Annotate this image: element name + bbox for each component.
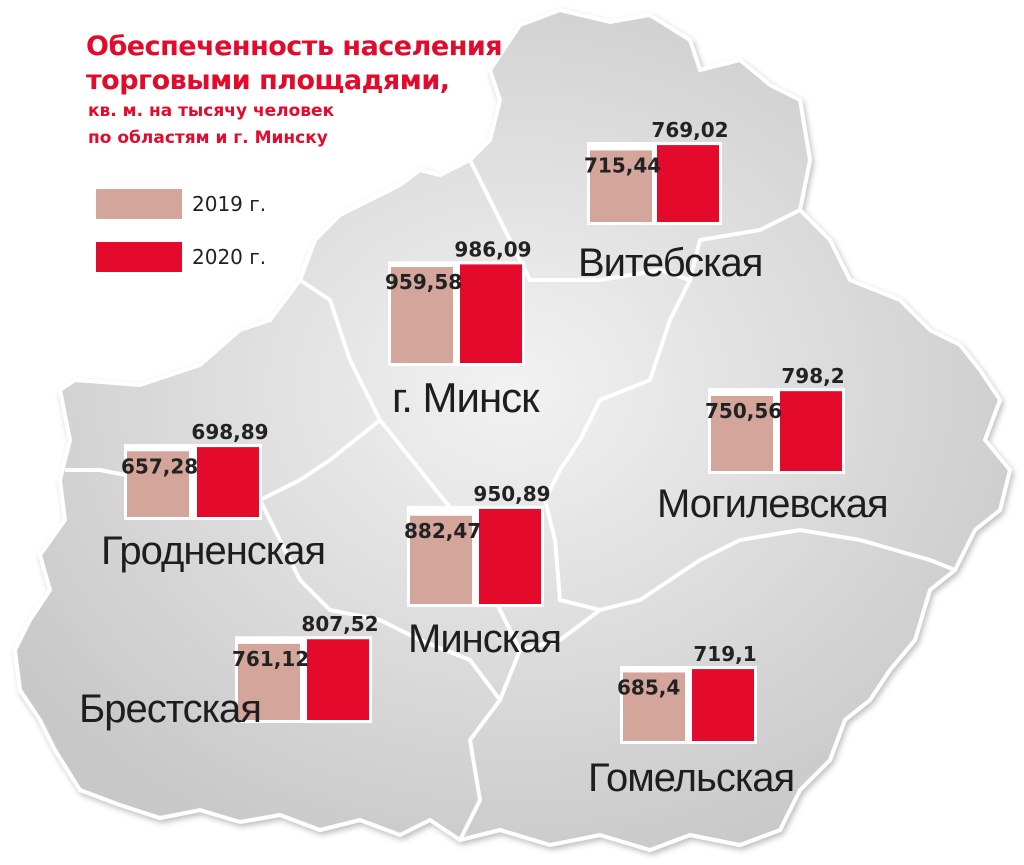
region-label: Витебская (578, 241, 762, 285)
region-label: Гомельская (588, 756, 794, 800)
bar-group: 715,44 769,02 Витебская (578, 118, 763, 285)
title-block: Обеспеченность населения торговыми площа… (86, 30, 503, 152)
value-label-2019: 750,56 (705, 399, 782, 423)
legend-swatch-2020 (96, 242, 182, 272)
value-label-2019: 882,47 (404, 519, 481, 543)
bar-2020 (780, 391, 842, 471)
bar-2019 (623, 672, 685, 741)
value-label-2020: 986,09 (454, 237, 531, 261)
chart-subtitle-line1: кв. м. на тысячу человек (88, 101, 335, 121)
value-label-2019: 959,58 (385, 270, 462, 294)
bar-2019 (238, 643, 300, 720)
chart-subtitle-line2: по областям и г. Минску (88, 128, 328, 148)
region-label: г. Минск (392, 374, 540, 421)
legend-label-2019: 2019 г. (192, 192, 267, 216)
bar-2020 (197, 447, 259, 517)
chart-title-line2: торговыми площадями, (86, 65, 450, 96)
value-label-2019: 761,12 (232, 647, 309, 671)
value-label-2020: 950,89 (473, 482, 550, 506)
value-label-2019: 685,4 (617, 675, 680, 699)
bar-2020 (657, 145, 719, 222)
value-label-2020: 807,52 (301, 612, 378, 636)
bar-2019 (410, 515, 472, 604)
region-label: Могилевская (657, 482, 888, 526)
bar-group: 750,56 798,2 Могилевская (657, 364, 889, 526)
bar-group: 685,4 719,1 Гомельская (588, 642, 795, 800)
bar-2019 (711, 395, 773, 471)
bar-2020 (692, 669, 754, 741)
value-label-2019: 715,44 (584, 153, 661, 177)
bar-group: 959,58 986,09 г. Минск (385, 237, 541, 421)
bar-2020 (460, 264, 522, 363)
value-label-2020: 719,1 (693, 642, 756, 666)
region-label: Минская (408, 617, 561, 661)
bar-2019 (590, 150, 652, 222)
bar-group: 882,47 950,89 Минская (404, 482, 562, 661)
region-label: Гродненская (101, 529, 325, 573)
value-label-2019: 657,28 (121, 454, 198, 478)
value-label-2020: 798,2 (781, 364, 844, 388)
bar-group: 761,12 807,52 Брестская (79, 612, 379, 731)
legend-swatch-2019 (96, 189, 182, 219)
bar-2019 (391, 267, 453, 363)
bar-2019 (127, 451, 189, 517)
bar-2020 (479, 508, 541, 604)
chart-title-line1: Обеспеченность населения (86, 31, 503, 62)
region-label: Брестская (79, 687, 261, 731)
bar-group: 657,28 698,89 Гродненская (101, 420, 326, 573)
value-label-2020: 698,89 (191, 420, 268, 444)
bar-2020 (307, 639, 369, 720)
value-label-2020: 769,02 (651, 118, 728, 142)
legend-label-2020: 2020 г. (192, 245, 267, 269)
